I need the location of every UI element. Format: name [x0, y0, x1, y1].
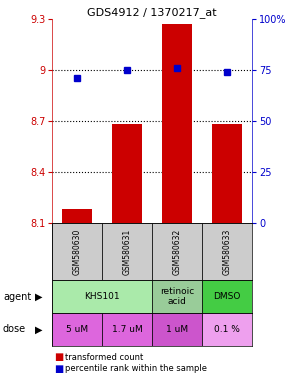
Bar [202, 313, 252, 346]
Text: dose: dose [3, 324, 26, 334]
Text: ■: ■ [54, 352, 63, 362]
Text: GSM580632: GSM580632 [173, 228, 182, 275]
Text: ▶: ▶ [35, 291, 42, 302]
Bar [212, 124, 242, 223]
Text: ▶: ▶ [35, 324, 42, 334]
Bar [112, 124, 142, 223]
Bar [162, 24, 192, 223]
Text: GSM580633: GSM580633 [223, 228, 232, 275]
Text: retinoic
acid: retinoic acid [160, 287, 194, 306]
Bar [152, 313, 202, 346]
Bar [102, 313, 152, 346]
Bar [202, 223, 252, 280]
Text: 0.1 %: 0.1 % [214, 325, 240, 334]
Bar [202, 280, 252, 313]
Bar [52, 313, 102, 346]
Text: 1 uM: 1 uM [166, 325, 188, 334]
Text: GSM580631: GSM580631 [123, 228, 132, 275]
Text: 1.7 uM: 1.7 uM [112, 325, 143, 334]
Text: transformed count: transformed count [65, 353, 144, 362]
Bar [102, 223, 152, 280]
Text: GSM580630: GSM580630 [73, 228, 82, 275]
Bar [62, 209, 92, 223]
Text: agent: agent [3, 291, 31, 302]
Title: GDS4912 / 1370217_at: GDS4912 / 1370217_at [88, 7, 217, 18]
Text: 5 uM: 5 uM [66, 325, 88, 334]
Bar [52, 223, 102, 280]
Bar [52, 280, 152, 313]
Text: percentile rank within the sample: percentile rank within the sample [65, 364, 207, 373]
Text: DMSO: DMSO [214, 292, 241, 301]
Bar [152, 223, 202, 280]
Text: ■: ■ [54, 364, 63, 374]
Bar [152, 280, 202, 313]
Text: KHS101: KHS101 [84, 292, 120, 301]
